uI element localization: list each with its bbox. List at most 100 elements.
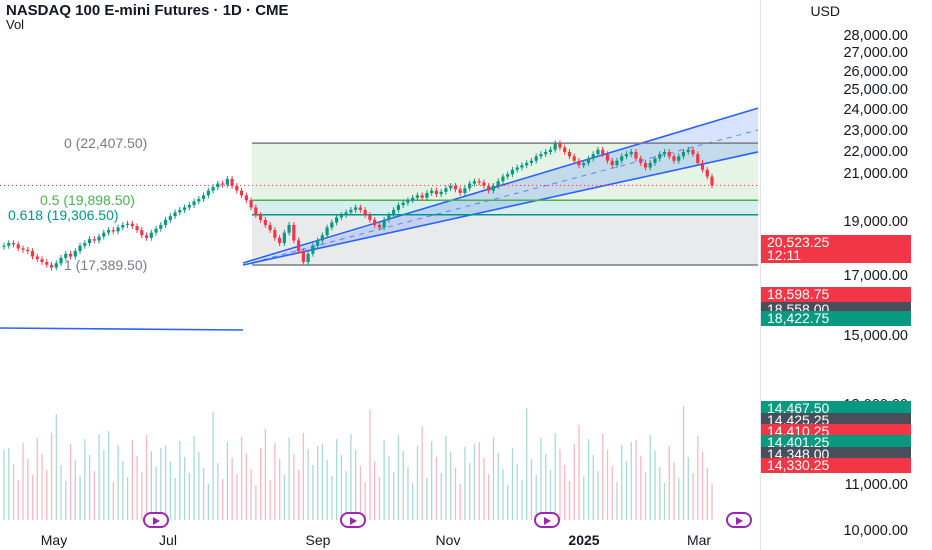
fib-level-label: 0.618 (19,306.50) — [8, 206, 119, 223]
volume-bar — [221, 479, 224, 520]
channel-mid-line — [242, 129, 759, 266]
volume-bar — [255, 485, 257, 520]
candle-body — [187, 205, 191, 208]
candle-body — [235, 185, 239, 191]
volume-bar — [459, 484, 461, 520]
candle-body — [548, 149, 553, 152]
candle-body — [586, 158, 591, 163]
candle-body — [700, 162, 705, 170]
volume-bar — [217, 463, 219, 520]
price-tag: 18,598.75 — [761, 287, 911, 302]
volume-bar — [464, 447, 466, 520]
price-tag: 20,523.25 — [761, 235, 911, 250]
volume-bar — [141, 472, 143, 520]
candle-body — [26, 249, 30, 252]
volume-bar — [393, 472, 395, 520]
volume-bar — [326, 460, 328, 520]
candle-body — [444, 188, 448, 192]
candle-body — [230, 178, 234, 186]
candle-body — [125, 223, 130, 225]
volume-bar — [488, 474, 490, 520]
y-tick-label: 19,000.00 — [843, 214, 908, 231]
fib-level-label: 0 (22,407.50) — [64, 135, 148, 152]
candle-body — [643, 162, 648, 168]
candle-body — [453, 185, 458, 190]
candle-body — [686, 149, 690, 152]
volume-bar — [350, 434, 352, 520]
x-tick-label: Jul — [159, 532, 177, 548]
earnings-event-icon[interactable] — [143, 512, 169, 528]
candle-body — [358, 207, 362, 210]
channel-lower-line — [242, 151, 759, 266]
volume-bar — [231, 458, 233, 520]
volume-bar — [364, 482, 366, 520]
candle-body — [2, 245, 6, 247]
volume-bar — [8, 448, 10, 520]
volume-bar — [388, 456, 390, 520]
volume-bar — [193, 436, 195, 520]
candle-body — [73, 251, 77, 257]
volume-bar — [597, 471, 599, 520]
volume-bar — [416, 446, 419, 520]
volume-bar — [369, 410, 371, 520]
volume-bar — [663, 483, 666, 520]
volume-bar — [298, 470, 300, 520]
x-tick-label: May — [40, 532, 68, 548]
volume-bar — [687, 457, 689, 520]
earnings-event-icon[interactable] — [340, 512, 366, 528]
volume-bar — [583, 476, 585, 520]
candle-body — [439, 191, 443, 195]
x-tick-label: Sep — [305, 532, 331, 548]
volume-bar — [150, 451, 153, 520]
candle-body — [263, 219, 267, 225]
y-tick-label: 28,000.00 — [843, 28, 908, 44]
earnings-event-icon[interactable] — [534, 512, 560, 528]
candle-body — [306, 253, 310, 262]
candle-body — [401, 202, 405, 206]
volume-bar — [516, 464, 518, 520]
y-tick-label: 10,000.00 — [843, 523, 908, 539]
volume-bar — [526, 408, 528, 520]
candle-body — [373, 219, 377, 225]
volume-bar — [321, 444, 324, 520]
volume-bar — [573, 444, 575, 520]
candle-body — [354, 207, 358, 210]
candle-body — [311, 245, 315, 254]
y-tick-label: 11,000.00 — [844, 477, 908, 494]
y-tick-label: 26,000.00 — [843, 63, 908, 80]
candle-body — [301, 251, 305, 262]
candle-body — [681, 151, 686, 157]
volume-bar — [345, 471, 347, 520]
volume-bar — [355, 450, 357, 520]
volume-bar — [530, 459, 533, 520]
candle-body — [349, 209, 353, 213]
volume-bar — [98, 434, 100, 520]
candle-body — [591, 154, 595, 159]
candle-body — [534, 156, 538, 161]
volume-bar — [336, 439, 338, 520]
volume-bar — [445, 436, 447, 520]
volume-bar — [312, 465, 314, 520]
volume-bar — [236, 474, 238, 520]
candle-body — [601, 149, 605, 155]
volume-bar — [264, 429, 267, 520]
volume-bar — [12, 464, 15, 520]
candle-body — [634, 151, 638, 159]
price-tag: 18,422.75 — [761, 311, 911, 326]
candle-body — [97, 236, 101, 241]
volume-bar — [207, 484, 210, 520]
volume-bar — [188, 473, 191, 520]
volume-bar — [169, 462, 172, 520]
volume-bar — [245, 453, 248, 520]
candle-body — [639, 158, 643, 163]
volume-bar — [521, 480, 523, 520]
candle-body — [335, 217, 339, 223]
volume-bar — [259, 448, 262, 520]
volume-bar — [483, 458, 485, 520]
volume-bar — [450, 452, 452, 520]
y-tick-label: 17,000.00 — [843, 267, 908, 284]
volume-bar — [278, 459, 281, 520]
earnings-event-icon[interactable] — [726, 512, 752, 528]
candle-body — [468, 183, 472, 189]
